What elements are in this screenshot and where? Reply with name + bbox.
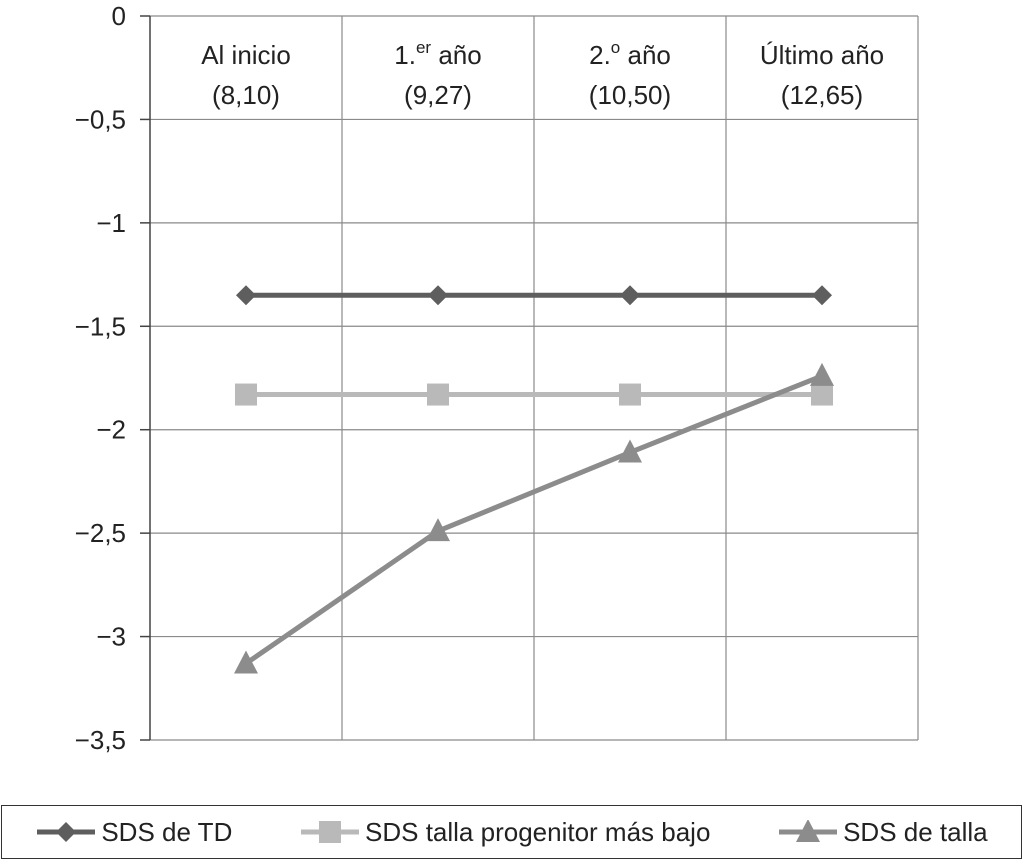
category-label-base: Al inicio xyxy=(201,40,291,70)
category-label-superscript: o xyxy=(611,38,620,57)
y-tick-label: −1 xyxy=(96,208,126,238)
series-point-diamond xyxy=(56,822,77,842)
series-point-triangle xyxy=(234,650,258,674)
category-label-suffix: año xyxy=(431,40,482,70)
category-label: Al inicio xyxy=(201,40,291,70)
legend-label: SDS talla progenitor más bajo xyxy=(365,816,711,847)
legend-item: SDS talla progenitor más bajo xyxy=(299,817,710,848)
y-tick-label: −3 xyxy=(96,622,126,652)
series-point-triangle xyxy=(618,439,642,463)
series-point-diamond xyxy=(620,285,640,306)
legend-swatch-diamond xyxy=(37,822,96,842)
series-point-square xyxy=(235,383,257,406)
series-point-square xyxy=(427,383,449,406)
series-square xyxy=(235,383,833,406)
category-label-base: 1. xyxy=(394,40,416,70)
legend-label: SDS de TD xyxy=(101,816,233,847)
line-chart: 0 −0,5 −1 −1,5 −2 −2,5 −3 −3,5 Al inicio (8,10) 1… xyxy=(75,1,919,755)
series-point-diamond xyxy=(428,285,448,306)
series-point-triangle xyxy=(796,820,821,842)
category-label-superscript: er xyxy=(416,38,431,57)
legend-item: SDS de TD xyxy=(35,817,232,848)
y-tick-label: −2,5 xyxy=(75,518,126,548)
y-tick-label: 0 xyxy=(112,1,126,31)
axes xyxy=(140,15,151,741)
gridlines xyxy=(150,15,919,741)
category-labels: Al inicio (8,10) 1.er año (9,27) 2.o año (10,… xyxy=(201,38,884,110)
series-point-square xyxy=(811,383,833,406)
y-tick-label: −3,5 xyxy=(75,725,126,755)
y-tick-label: −2 xyxy=(96,415,126,445)
category-age-label: (10,50) xyxy=(589,80,671,110)
series-point-triangle xyxy=(426,518,450,542)
legend: SDS de TD SDS talla progenitor más bajo SD… xyxy=(1,805,1022,859)
category-label-base: 2. xyxy=(589,40,611,70)
series-point-diamond xyxy=(236,285,256,306)
series-point-triangle xyxy=(810,362,834,386)
legend-label: SDS de talla xyxy=(843,816,988,847)
category-age-label: (9,27) xyxy=(404,80,472,110)
category-age-label: (12,65) xyxy=(781,80,863,110)
series-point-square xyxy=(619,383,641,406)
series-point-diamond xyxy=(812,285,832,306)
series-layer xyxy=(234,285,834,674)
category-label-suffix: año xyxy=(620,40,671,70)
category-label: 2.o año xyxy=(589,38,671,70)
category-age-label: (8,10) xyxy=(212,80,280,110)
category-label: Último año xyxy=(760,40,884,70)
legend-swatch-triangle xyxy=(779,820,838,842)
y-axis-tick-labels: 0 −0,5 −1 −1,5 −2 −2,5 −3 −3,5 xyxy=(75,1,126,755)
legend-swatch-square xyxy=(301,821,360,843)
series-diamond xyxy=(236,285,832,306)
legend-item: SDS de talla xyxy=(777,817,988,848)
series-point-square xyxy=(319,821,342,843)
category-label-base: Último año xyxy=(760,40,884,70)
y-tick-label: −0,5 xyxy=(75,104,126,134)
series-triangle xyxy=(234,362,834,674)
y-tick-label: −1,5 xyxy=(75,311,126,341)
category-label: 1.er año xyxy=(394,38,481,70)
series-line xyxy=(244,373,823,666)
